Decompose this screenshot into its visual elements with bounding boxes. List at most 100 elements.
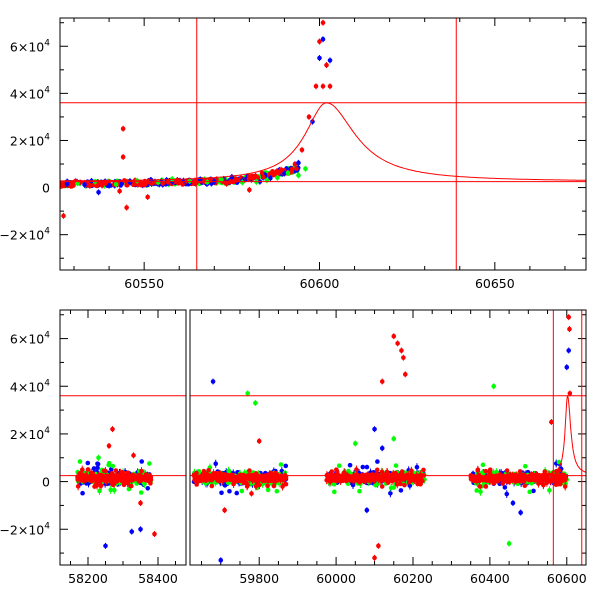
data-point <box>97 488 102 494</box>
data-point <box>240 180 245 185</box>
data-point <box>256 438 262 444</box>
data-point <box>394 481 400 487</box>
data-point <box>245 391 250 396</box>
data-point <box>95 461 100 466</box>
data-point <box>379 469 385 475</box>
data-point <box>268 470 274 476</box>
data-point <box>354 467 359 472</box>
data-point <box>138 526 143 532</box>
data-point <box>421 467 426 473</box>
data-point <box>393 470 398 476</box>
data-point <box>402 482 407 488</box>
y-tick-label: 6×104 <box>10 38 50 54</box>
data-point <box>364 507 370 513</box>
data-point <box>106 183 112 188</box>
data-point <box>391 477 396 483</box>
y-tick-label: 0 <box>42 475 50 490</box>
data-point <box>200 477 205 482</box>
data-point <box>296 173 301 178</box>
data-point <box>531 488 536 494</box>
data-point <box>372 555 377 561</box>
data-point <box>194 470 199 476</box>
data-point <box>206 467 211 473</box>
data-point <box>474 488 480 493</box>
data-point <box>268 175 273 181</box>
data-point <box>95 465 100 471</box>
data-point <box>219 177 224 182</box>
data-point <box>201 468 207 474</box>
data-point <box>348 475 354 481</box>
x-tick-label: 60650 <box>475 276 515 291</box>
data-point <box>414 464 420 470</box>
data-point <box>247 187 252 193</box>
data-point <box>480 476 485 481</box>
data-point <box>320 83 326 89</box>
bottom-plot-area-a <box>60 395 186 549</box>
data-point <box>218 557 224 563</box>
top-plot-area <box>60 18 586 270</box>
data-point <box>222 483 228 488</box>
data-point <box>510 477 516 482</box>
data-point <box>395 341 400 346</box>
data-point <box>332 489 337 495</box>
data-point <box>327 83 333 89</box>
data-point <box>388 485 394 491</box>
x-tick-label: 60600 <box>300 276 340 291</box>
data-point <box>562 484 568 489</box>
data-point <box>299 147 305 153</box>
data-point <box>234 490 240 496</box>
data-point <box>103 468 108 474</box>
data-point <box>280 484 285 489</box>
data-point <box>477 484 483 489</box>
data-point <box>108 479 114 484</box>
data-point <box>541 477 547 483</box>
data-point <box>478 489 483 494</box>
data-point <box>237 477 242 483</box>
data-point <box>85 460 91 466</box>
data-point <box>110 426 115 432</box>
data-point <box>120 126 126 131</box>
data-point <box>480 462 486 468</box>
data-point <box>241 480 247 486</box>
y-tick-label: 2×104 <box>10 132 50 148</box>
data-point <box>519 476 525 481</box>
data-point <box>547 477 553 483</box>
data-point <box>253 400 258 406</box>
data-point <box>278 462 284 467</box>
data-point <box>220 475 225 480</box>
data-point <box>401 355 406 360</box>
data-point <box>418 478 424 483</box>
y-tick-label: 2×104 <box>10 426 50 442</box>
data-point <box>131 453 136 458</box>
data-point <box>192 477 197 483</box>
data-point <box>213 461 219 467</box>
y-tick-label: 4×104 <box>10 378 50 394</box>
data-point <box>130 182 136 188</box>
data-point <box>197 177 203 182</box>
data-point <box>75 484 81 489</box>
data-point <box>522 483 528 489</box>
data-point <box>393 463 399 468</box>
data-point <box>141 181 147 186</box>
data-point <box>271 483 277 489</box>
data-point <box>131 476 136 482</box>
data-point <box>406 479 412 485</box>
data-point <box>357 488 362 494</box>
data-point <box>566 314 571 320</box>
data-point <box>129 529 135 534</box>
data-point <box>399 469 405 474</box>
data-point <box>403 372 408 377</box>
data-point <box>303 166 308 172</box>
data-point <box>294 166 299 171</box>
data-point <box>108 487 113 493</box>
data-point <box>374 467 380 473</box>
data-point <box>81 477 87 483</box>
data-point <box>113 181 119 187</box>
data-point <box>364 464 370 470</box>
data-point <box>504 468 510 473</box>
data-point <box>549 419 554 425</box>
y-tick-label: 0 <box>42 181 50 196</box>
data-point <box>527 489 532 495</box>
data-point <box>103 475 109 480</box>
